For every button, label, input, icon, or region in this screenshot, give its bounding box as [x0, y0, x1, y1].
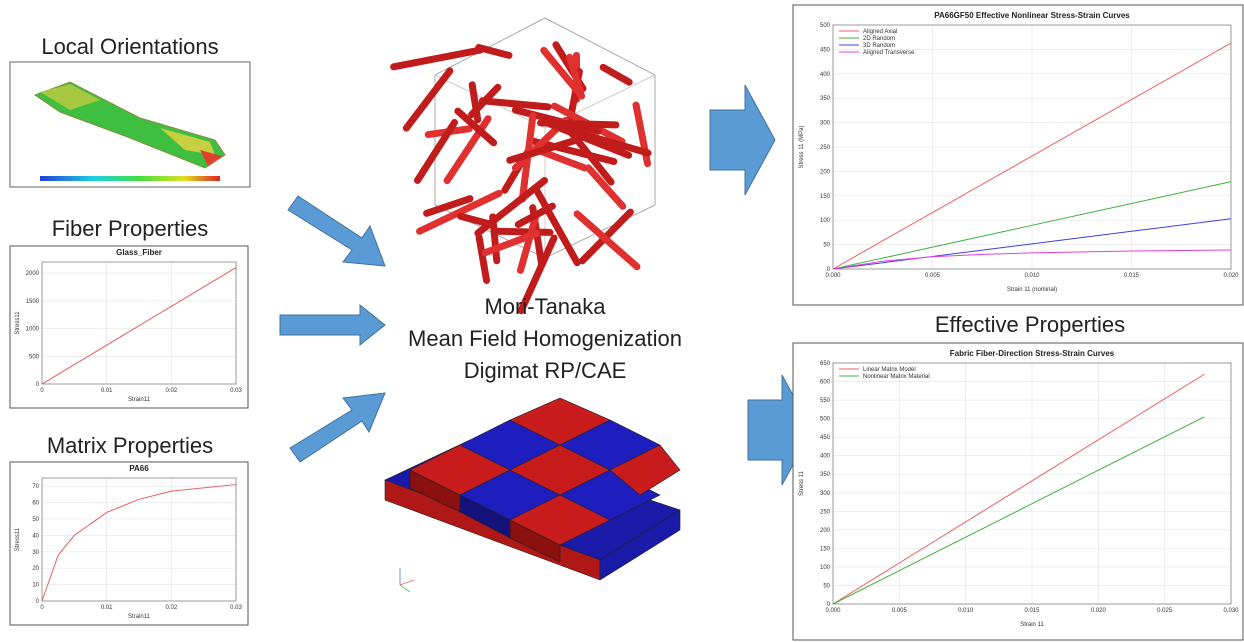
panel-title: Matrix Properties	[47, 433, 213, 458]
y-tick-label: 150	[820, 194, 831, 200]
y-tick-label: 200	[820, 169, 831, 175]
x-tick-label: 0.000	[825, 273, 841, 279]
chart-title: PA66GF50 Effective Nonlinear Stress-Stra…	[934, 11, 1130, 20]
x-tick-label: 0.03	[230, 605, 242, 611]
x-axis-label: Strain11	[128, 397, 151, 403]
y-tick-label: 350	[820, 96, 831, 102]
fiber-rod	[498, 231, 550, 232]
fiber-rod	[479, 47, 509, 55]
x-tick-label: 0.01	[101, 388, 113, 394]
x-tick-label: 0.025	[1157, 608, 1173, 614]
x-tick-label: 0.02	[165, 388, 177, 394]
y-axis-label: Stress 11 (MPa)	[799, 126, 805, 169]
chart-title: Fabric Fiber-Direction Stress-Strain Cur…	[950, 349, 1115, 358]
y-tick-label: 10	[32, 583, 39, 589]
y-tick-label: 450	[820, 435, 831, 441]
y-tick-label: 1500	[26, 299, 40, 305]
x-tick-label: 0.005	[925, 273, 941, 279]
chart-title: Glass_Fiber	[116, 248, 162, 257]
y-tick-label: 30	[32, 550, 39, 556]
method-text: Mean Field Homogenization	[408, 326, 682, 351]
x-axis-label: Strain 11 (nominal)	[1007, 287, 1057, 293]
y-tick-label: 2000	[26, 271, 40, 277]
x-tick-label: 0.000	[825, 608, 841, 614]
x-tick-label: 0.005	[892, 608, 908, 614]
y-tick-label: 20	[32, 566, 39, 572]
legend-label: Nonlinear Matrix Material	[863, 374, 930, 380]
legend-label: Aligned Transverse	[863, 50, 915, 56]
x-axis-label: Strain 11	[1020, 622, 1044, 628]
x-tick-label: 0.015	[1024, 608, 1040, 614]
panel-title: Fiber Properties	[52, 216, 209, 241]
chart-frame	[793, 343, 1243, 640]
y-tick-label: 1000	[26, 327, 40, 333]
y-tick-label: 250	[820, 509, 831, 515]
y-tick-label: 400	[820, 72, 831, 78]
y-tick-label: 300	[820, 121, 831, 127]
fiber-rod	[479, 237, 486, 280]
y-tick-label: 60	[32, 501, 39, 507]
y-tick-label: 250	[820, 145, 831, 151]
y-tick-label: 400	[820, 454, 831, 460]
diagram: Local Orientations Fiber Properties Matr…	[0, 0, 1244, 643]
y-tick-label: 500	[820, 417, 831, 423]
method-text: Digimat RP/CAE	[464, 358, 627, 383]
legend-label: Linear Matrix Model	[863, 367, 916, 373]
y-axis-label: Stress11	[15, 527, 21, 551]
fiber-rod	[482, 101, 548, 107]
x-tick-label: 0.010	[1024, 273, 1040, 279]
y-tick-label: 50	[32, 517, 39, 523]
method-text: Mori-Tanaka	[484, 294, 606, 319]
x-tick-label: 0.020	[1091, 608, 1107, 614]
y-tick-label: 500	[29, 354, 40, 360]
y-tick-label: 350	[820, 472, 831, 478]
x-tick-label: 0.03	[230, 388, 242, 394]
y-tick-label: 150	[820, 546, 831, 552]
legend-label: Aligned Axial	[863, 29, 897, 35]
y-tick-label: 550	[820, 398, 831, 404]
y-axis-label: Stress 11	[799, 470, 805, 496]
chart-frame	[793, 5, 1243, 305]
legend-label: 3D Random	[863, 43, 895, 49]
orientation-picture	[10, 62, 250, 187]
panel-title: Local Orientations	[41, 34, 218, 59]
fiber-rod	[603, 67, 629, 82]
y-axis-label: Stress11	[15, 311, 21, 335]
legend-label: 2D Random	[863, 36, 895, 42]
fabric-picture	[385, 398, 680, 592]
x-tick-label: 0.020	[1223, 273, 1239, 279]
y-tick-label: 600	[820, 380, 831, 386]
y-tick-label: 70	[32, 484, 39, 490]
y-tick-label: 500	[820, 23, 831, 29]
x-tick-label: 0.030	[1223, 608, 1239, 614]
y-tick-label: 450	[820, 47, 831, 53]
x-tick-label: 0.01	[101, 605, 113, 611]
x-tick-label: 0.015	[1124, 273, 1140, 279]
x-axis-label: Strain11	[128, 614, 151, 620]
fiber-cube	[394, 18, 655, 311]
x-tick-label: 0.02	[165, 605, 177, 611]
y-tick-label: 50	[823, 243, 830, 249]
fiber-rod	[406, 71, 450, 128]
y-tick-label: 300	[820, 491, 831, 497]
section-title: Effective Properties	[935, 312, 1125, 337]
y-tick-label: 50	[823, 583, 830, 589]
chart-title: PA66	[129, 464, 149, 473]
y-tick-label: 100	[820, 218, 831, 224]
y-tick-label: 100	[820, 565, 831, 571]
y-tick-label: 200	[820, 528, 831, 534]
x-tick-label: 0.010	[958, 608, 974, 614]
y-tick-label: 650	[820, 361, 831, 367]
y-tick-label: 40	[32, 533, 39, 539]
